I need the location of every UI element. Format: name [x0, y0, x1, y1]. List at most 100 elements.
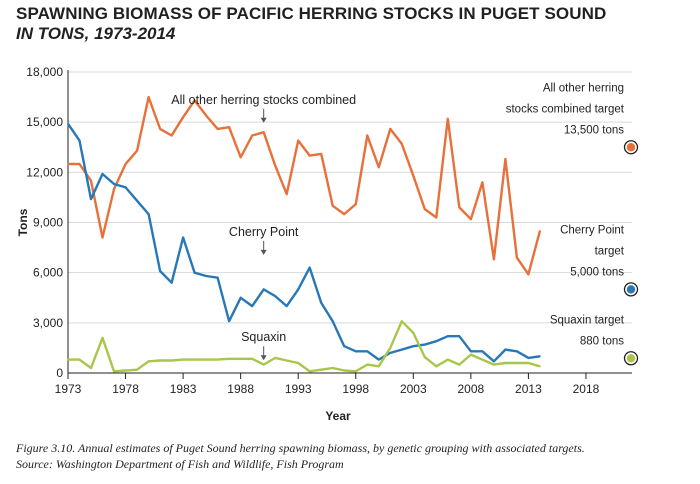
y-tick-label: 12,000 [26, 165, 63, 179]
data-point [205, 358, 208, 361]
x-tick-label: 1993 [285, 382, 312, 396]
data-point [78, 139, 81, 142]
data-point [308, 266, 311, 269]
data-point [274, 357, 277, 359]
data-point [193, 358, 196, 361]
data-point [400, 320, 403, 323]
data-point [435, 340, 438, 343]
target-label: 13,500 tons [564, 124, 624, 136]
data-point [90, 198, 92, 200]
data-point [170, 134, 173, 137]
data-point [446, 335, 449, 338]
data-point [239, 357, 242, 360]
data-point [492, 363, 495, 366]
data-point [101, 336, 104, 339]
series-annotation-label: Cherry Point [229, 225, 299, 239]
x-tick-label: 2008 [458, 382, 485, 396]
data-point [515, 350, 518, 353]
figure-caption: Figure 3.10. Annual estimates of Puget S… [16, 440, 585, 472]
target-label: All other herring [543, 82, 624, 94]
data-point [354, 203, 357, 206]
caption-line-1: Figure 3.10. Annual estimates of Puget S… [16, 441, 585, 455]
data-point [515, 256, 518, 259]
data-point [205, 275, 208, 277]
data-point [297, 362, 300, 364]
data-point [377, 365, 380, 368]
data-point [539, 365, 541, 368]
data-point [274, 295, 277, 297]
data-point [216, 127, 219, 130]
data-point [136, 368, 138, 371]
series-annotation-label: Squaxin [241, 330, 286, 344]
data-point [331, 320, 334, 323]
target-marker-dot [626, 143, 636, 152]
data-point [67, 358, 69, 361]
annotation-arrow-head [260, 249, 267, 255]
x-tick-label: 2018 [573, 382, 600, 396]
series-group [67, 95, 542, 373]
data-point [124, 186, 127, 189]
data-point [481, 350, 484, 353]
targets: All other herring stocks combined target 1… [506, 82, 639, 366]
x-tick-label: 2003 [400, 382, 427, 396]
data-point [285, 359, 288, 362]
data-point [124, 163, 127, 165]
y-tick-label: 15,000 [26, 115, 63, 129]
data-point [423, 343, 426, 346]
data-point [377, 166, 380, 169]
data-point [239, 156, 242, 159]
data-point [147, 96, 150, 98]
data-point [159, 270, 161, 272]
data-point [389, 347, 392, 349]
data-point [193, 271, 196, 274]
data-point [446, 358, 449, 361]
target-label: target [595, 245, 625, 257]
series-annotation-label: All other herring stocks combined [171, 93, 356, 107]
data-point [262, 131, 265, 134]
data-point [228, 126, 231, 129]
data-point [78, 163, 81, 165]
data-point [308, 154, 311, 157]
data-point [228, 357, 231, 360]
data-point [504, 158, 507, 160]
annotation-arrow-head [260, 117, 267, 123]
data-point [527, 357, 530, 359]
data-point [101, 236, 104, 239]
data-point [343, 345, 346, 348]
target-label: 5,000 tons [570, 266, 624, 278]
x-tick-label: 1998 [342, 382, 369, 396]
y-tick-label: 3,000 [33, 316, 63, 330]
data-point [136, 149, 138, 152]
target-label: stocks combined target [506, 103, 625, 115]
data-point [435, 216, 438, 219]
data-point [539, 355, 541, 358]
data-point [170, 281, 173, 284]
series-line-all-other-herring-stocks-combined [68, 95, 542, 276]
y-tick-label: 6,000 [33, 266, 63, 280]
data-point [412, 174, 415, 177]
data-point [469, 350, 472, 353]
data-point [285, 305, 288, 308]
data-point [297, 288, 300, 291]
target-marker-dot [626, 285, 636, 294]
data-point [492, 360, 495, 363]
data-point [389, 127, 392, 130]
annotations: All other herring stocks combined Cherry … [171, 93, 356, 361]
data-point [297, 139, 300, 142]
data-point [354, 350, 357, 353]
data-point [539, 229, 541, 232]
data-point [320, 368, 323, 371]
data-point [527, 273, 530, 276]
data-point [458, 363, 461, 366]
data-point [366, 363, 369, 366]
target-label: 880 tons [580, 335, 624, 347]
data-point [320, 153, 323, 155]
data-point [113, 370, 115, 373]
data-point [515, 362, 518, 364]
data-point [262, 288, 265, 291]
data-point [67, 122, 69, 125]
target-marker-dot [626, 354, 636, 363]
data-point [285, 193, 288, 195]
y-tick-label: 0 [56, 366, 63, 380]
data-point [481, 358, 484, 361]
